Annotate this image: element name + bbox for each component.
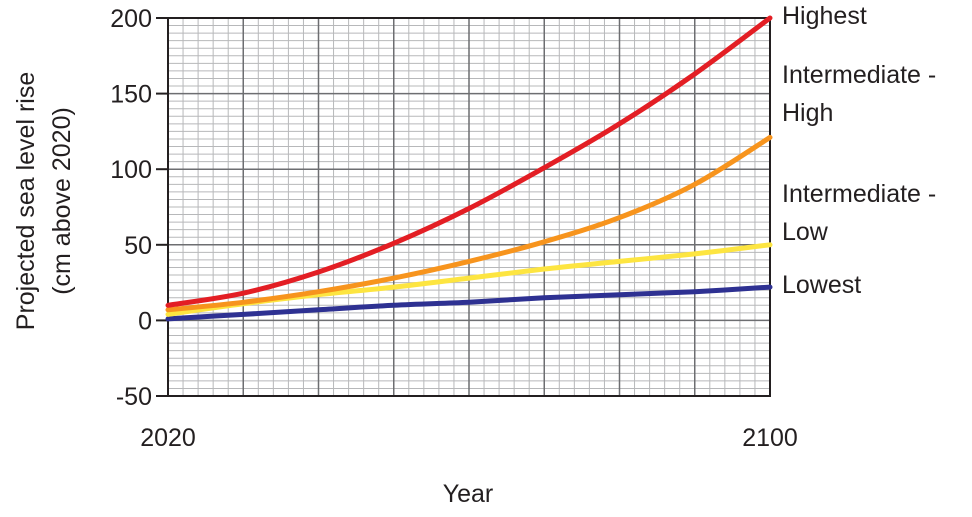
plot-frame (167, 17, 771, 397)
y-axis-ticks: 200 150 100 50 0 -50 (110, 5, 168, 411)
series-line-lowest (165, 284, 773, 322)
y-axis-title-line-2: (cm above 2020) (48, 107, 76, 295)
series-lines (165, 15, 773, 322)
series-line-intermediate-high (165, 134, 773, 313)
y-tick-label: 200 (110, 5, 152, 33)
y-tick-label: 0 (138, 307, 152, 335)
y-tick-label: 150 (110, 81, 152, 109)
series-label: Lowest (782, 271, 861, 299)
y-axis-title-line-1: Projected sea level rise (12, 72, 40, 330)
x-tick-label: 2020 (140, 424, 196, 452)
y-tick-label: 50 (124, 232, 152, 260)
x-axis-title: Year (443, 480, 494, 508)
major-grid (168, 18, 770, 396)
series-line-highest (165, 15, 773, 308)
x-axis-ticks: 2020 2100 (140, 424, 798, 452)
series-label: Intermediate - (782, 180, 936, 208)
y-tick-label: -50 (116, 383, 152, 411)
series-label: High (782, 99, 833, 127)
y-axis-title: Projected sea level rise (cm above 2020) (12, 72, 76, 330)
series-label: Highest (782, 2, 867, 30)
series-label: Low (782, 218, 829, 246)
series-label: Intermediate - (782, 61, 936, 89)
x-tick-label: 2100 (742, 424, 798, 452)
series-labels: Highest Intermediate - High Intermediate - L… (782, 2, 936, 299)
y-tick-label: 100 (110, 156, 152, 184)
